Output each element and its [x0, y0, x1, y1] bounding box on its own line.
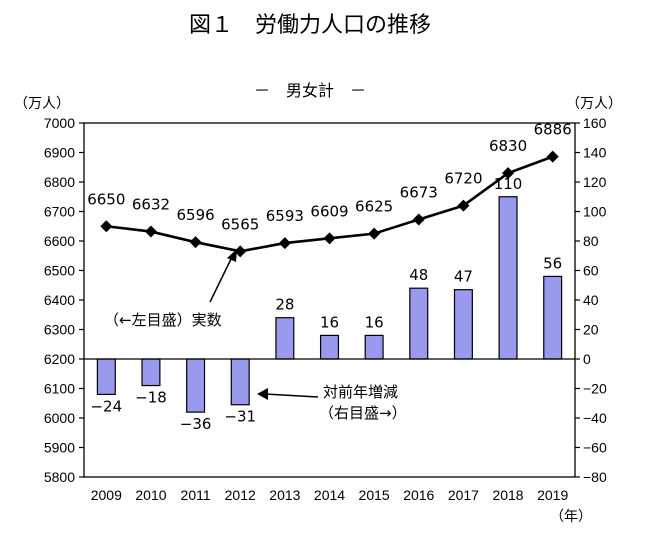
x-tick-label: 2009 [91, 487, 122, 503]
left-tick-label: 6600 [44, 233, 75, 249]
bar-value-label: −31 [224, 408, 256, 426]
right-tick-label: −40 [583, 410, 607, 426]
bar [186, 358, 206, 413]
right-tick-label: 80 [583, 233, 599, 249]
bar [319, 334, 340, 360]
line-value-label: 6593 [266, 207, 304, 225]
line-value-label: 6609 [310, 202, 348, 220]
line-annotation: （←左目盛）実数 [104, 311, 222, 329]
line-marker [502, 167, 515, 180]
right-tick-label: 160 [583, 115, 607, 131]
x-tick-label: 2010 [135, 487, 166, 503]
left-tick-label: 6700 [44, 204, 75, 220]
left-tick-label: 6800 [44, 174, 75, 190]
bar-annotation-1: 対前年増減 [323, 383, 398, 401]
left-tick-label: 7000 [44, 115, 75, 131]
line-marker [144, 225, 157, 238]
bar [230, 358, 250, 406]
line-marker [323, 232, 336, 245]
line-series: 6650 6632 6596 6565 6593 6609 6625 6673 6720 6830… [87, 121, 572, 258]
x-tick-label: 2018 [492, 487, 523, 503]
right-tick-label: −80 [583, 469, 607, 485]
bar-annotation-arrowhead [257, 388, 268, 400]
line-value-label: 6720 [444, 170, 482, 188]
line-annotation-arrowhead [227, 249, 237, 262]
line-marker [546, 150, 559, 163]
right-tick-label: −20 [583, 381, 607, 397]
line-marker [278, 237, 291, 250]
bar [409, 287, 429, 360]
left-axis-unit: （万人） [14, 96, 70, 112]
line-value-label: 6650 [87, 190, 125, 208]
right-tick-label: −60 [583, 440, 607, 456]
right-tick-label: 120 [583, 174, 607, 190]
right-tick-label: 60 [583, 263, 599, 279]
line-value-label: 6596 [176, 206, 214, 224]
bar-value-label: 16 [320, 313, 339, 331]
line-value-label: 6830 [489, 137, 527, 155]
right-axis-unit: （万人） [566, 96, 622, 112]
x-axis-unit: （年） [550, 509, 592, 525]
left-tick-label: 5900 [44, 440, 75, 456]
bar-value-label: 56 [543, 254, 562, 272]
chart-title: 図１ 労働力人口の推移 [189, 13, 431, 38]
bar-annotation-pointer [264, 393, 319, 398]
line-marker [368, 227, 381, 240]
right-tick-label: 0 [583, 351, 591, 367]
x-tick-label: 2017 [448, 487, 479, 503]
bar-value-label: 47 [454, 268, 473, 286]
bar [275, 317, 295, 360]
line-value-label: 6625 [355, 198, 393, 216]
bar [96, 358, 116, 396]
bar-value-label: 48 [409, 266, 428, 284]
x-tick-label: 2012 [225, 487, 256, 503]
x-axis-ticks: 2009 2010 2011 2012 2013 2014 2015 2016 2017 2018… [91, 487, 569, 503]
x-tick-label: 2016 [403, 487, 434, 503]
bar [543, 275, 563, 360]
left-tick-label: 6500 [44, 263, 75, 279]
bar [498, 196, 518, 360]
left-tick-label: 6300 [44, 322, 75, 338]
bar-value-label: 28 [275, 296, 294, 314]
right-tick-label: 140 [583, 145, 607, 161]
right-axis-ticks: 160 140 120 100 80 60 40 20 0 −20 −40 −60 −80 [575, 115, 607, 485]
line-marker [457, 199, 470, 212]
left-tick-label: 6100 [44, 381, 75, 397]
left-tick-label: 6900 [44, 145, 75, 161]
line-value-label: 6632 [132, 196, 170, 214]
right-tick-label: 40 [583, 292, 599, 308]
right-tick-label: 100 [583, 204, 607, 220]
bar-value-label: −18 [135, 389, 167, 407]
x-tick-label: 2015 [359, 487, 390, 503]
left-tick-label: 6400 [44, 292, 75, 308]
bar-value-label: 16 [365, 313, 384, 331]
line-marker [189, 236, 202, 249]
left-tick-label: 6000 [44, 410, 75, 426]
x-tick-label: 2011 [181, 487, 211, 503]
left-tick-label: 6200 [44, 351, 75, 367]
line-value-label: 6886 [534, 121, 572, 139]
left-axis-ticks: 7000 6900 6800 6700 6600 6500 6400 6300 6200 6100… [44, 115, 84, 485]
bar [453, 289, 473, 360]
bar-value-label: −24 [90, 397, 122, 415]
line-marker [234, 245, 247, 258]
right-tick-label: 20 [583, 322, 599, 338]
line-marker [100, 220, 113, 233]
bar-annotation-2: （右目盛→） [319, 404, 407, 422]
line-value-label: 6673 [400, 183, 438, 201]
x-tick-label: 2014 [314, 487, 345, 503]
left-tick-label: 5800 [44, 469, 75, 485]
line-value-label: 6565 [221, 215, 259, 233]
chart-subtitle: － 男女計 － [254, 81, 366, 100]
x-tick-label: 2019 [537, 487, 568, 503]
bar [141, 358, 161, 387]
bar [364, 334, 384, 360]
x-tick-label: 2013 [269, 487, 300, 503]
bar-value-label: −36 [180, 415, 212, 433]
line-annotation-pointer [209, 256, 233, 303]
line-marker [412, 213, 425, 226]
